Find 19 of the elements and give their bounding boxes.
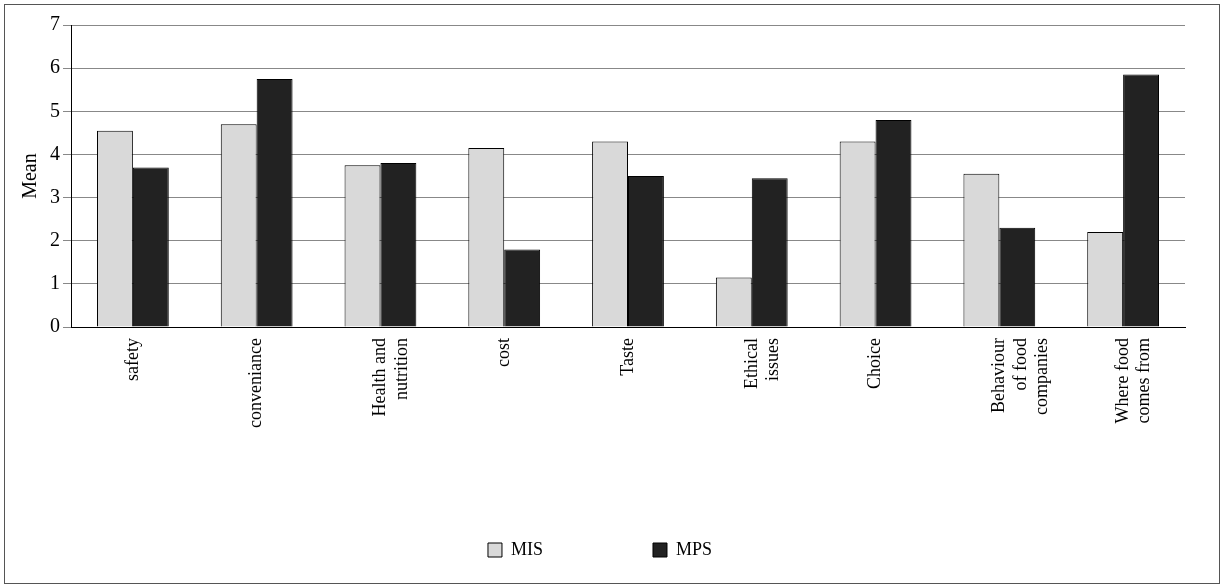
y-tick-label: 7	[50, 12, 60, 35]
legend-label: MIS	[510, 538, 543, 559]
y-tick-label: 3	[50, 184, 60, 207]
y-tick-label: 6	[50, 55, 60, 78]
x-tick-label: Ethical issues	[740, 338, 783, 390]
y-tick-label: 1	[50, 271, 60, 294]
y-tick-label: 0	[50, 314, 60, 337]
x-tick-label: Taste	[616, 338, 637, 376]
x-tick-label: safety	[121, 338, 142, 382]
x-tick-label: cost	[492, 338, 513, 368]
x-tick-label: Choice	[864, 338, 885, 390]
y-tick-label: 2	[50, 228, 60, 250]
y-tick-label: 5	[50, 98, 60, 121]
x-tick-label: Behaviour of food companies	[988, 338, 1052, 416]
x-tick-label: conveniance	[245, 338, 266, 429]
y-tick-label: 4	[50, 141, 60, 164]
legend-label: MPS	[675, 538, 713, 559]
y-axis-title: Mean	[18, 153, 41, 199]
x-tick-label: Health and nutrition	[369, 338, 411, 417]
